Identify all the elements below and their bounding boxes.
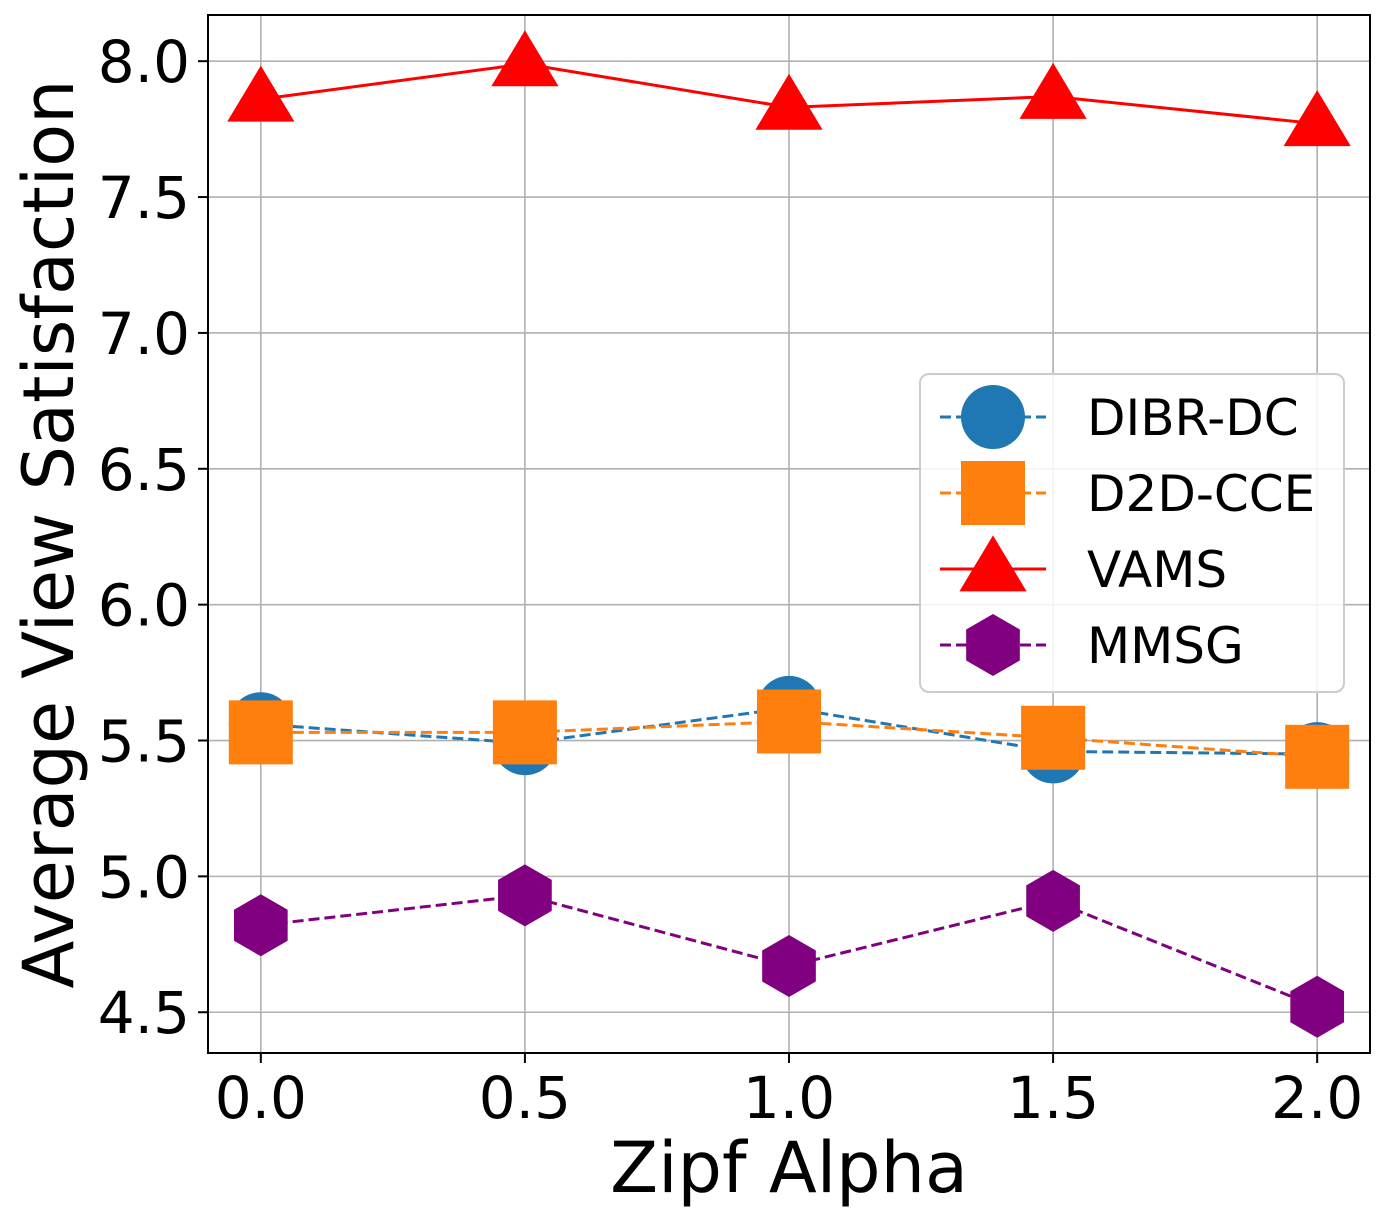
data-point-mmsg bbox=[762, 935, 816, 998]
legend-marker-vams bbox=[959, 535, 1027, 592]
tick-layer: 0.0 0.5 1.0 1.5 2.0 4.5 5.0 5.5 6.0 6.5 7.0 7.5 8.0 bbox=[98, 28, 1364, 1132]
data-point-vams bbox=[227, 65, 295, 122]
data-point-d2d-cce bbox=[492, 700, 557, 765]
legend-label-d2d-cce: D2D-CCE bbox=[1087, 465, 1315, 523]
x-tick-label: 2.0 bbox=[1271, 1064, 1363, 1132]
series-vams bbox=[227, 30, 1351, 147]
data-point-vams bbox=[491, 30, 559, 87]
legend-box bbox=[919, 373, 1345, 693]
y-tick-label: 6.5 bbox=[98, 436, 190, 504]
y-tick-label: 7.5 bbox=[98, 164, 190, 232]
data-point-d2d-cce bbox=[1021, 705, 1086, 770]
x-tick-label: 1.0 bbox=[743, 1064, 835, 1132]
data-point-mmsg bbox=[498, 864, 552, 927]
x-tick-label: 0.0 bbox=[215, 1064, 307, 1132]
y-axis-title: Average View Satisfaction bbox=[8, 80, 90, 989]
data-point-mmsg bbox=[1026, 869, 1080, 932]
data-point-mmsg bbox=[233, 894, 288, 957]
x-tick-label: 1.5 bbox=[1007, 1064, 1099, 1132]
x-tick-label: 0.5 bbox=[479, 1064, 571, 1132]
y-tick-label: 7.0 bbox=[98, 300, 190, 368]
data-point-vams bbox=[755, 73, 823, 130]
y-tick-label: 5.0 bbox=[98, 843, 190, 911]
data-point-vams bbox=[1019, 62, 1087, 119]
series-layer bbox=[227, 30, 1351, 1038]
y-tick-label: 4.5 bbox=[98, 979, 190, 1047]
data-point-d2d-cce bbox=[757, 689, 821, 754]
y-tick-label: 8.0 bbox=[98, 28, 190, 96]
data-point-mmsg bbox=[1290, 975, 1345, 1038]
data-point-vams bbox=[1283, 90, 1351, 147]
legend-label-mmsg: MMSG bbox=[1087, 617, 1244, 675]
y-tick-label: 5.5 bbox=[98, 708, 190, 776]
series-mmsg bbox=[233, 864, 1345, 1038]
data-point-d2d-cce bbox=[1285, 724, 1350, 789]
series-line-mmsg bbox=[260, 893, 1318, 1009]
legend-marker-dibr-dc bbox=[961, 385, 1025, 449]
legend-label-vams: VAMS bbox=[1087, 541, 1227, 599]
legend-marker-mmsg bbox=[966, 614, 1020, 676]
series-d2d-cce bbox=[228, 689, 1350, 789]
y-tick-label: 6.0 bbox=[98, 572, 190, 640]
legend-label-dibr-dc: DIBR-DC bbox=[1087, 389, 1299, 447]
data-point-d2d-cce bbox=[228, 700, 293, 765]
legend-marker-d2d-cce bbox=[961, 461, 1025, 525]
legend: DIBR-DC D2D-CCE VAMS MMSG bbox=[919, 373, 1345, 693]
x-axis-title: Zipf Alpha bbox=[610, 1127, 968, 1209]
